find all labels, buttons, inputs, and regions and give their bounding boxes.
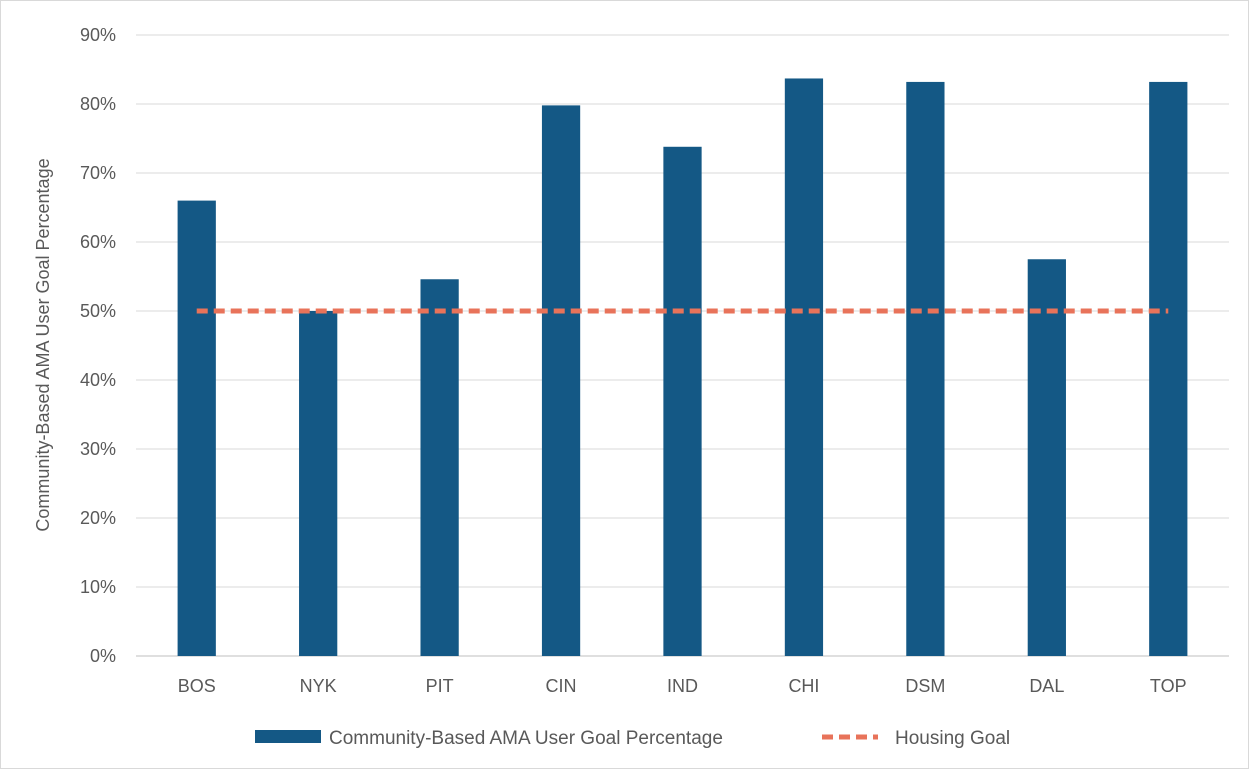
x-tick-label: TOP	[1150, 676, 1187, 696]
x-tick-label: IND	[667, 676, 698, 696]
bar-series	[177, 78, 1188, 657]
y-tick-label: 40%	[80, 370, 116, 390]
bar-dsm	[906, 81, 945, 657]
bar-ind	[663, 146, 702, 656]
y-tick-label: 0%	[90, 646, 116, 666]
x-tick-label: DAL	[1029, 676, 1064, 696]
y-tick-label: 60%	[80, 232, 116, 252]
y-axis-ticks: 0% 10% 20% 30% 40% 50% 60% 70% 80% 90%	[80, 25, 116, 666]
y-tick-label: 50%	[80, 301, 116, 321]
x-tick-label: CHI	[788, 676, 819, 696]
x-tick-label: CIN	[546, 676, 577, 696]
x-tick-label: NYK	[300, 676, 337, 696]
y-tick-label: 10%	[80, 577, 116, 597]
bar-cin	[541, 105, 581, 656]
y-tick-label: 70%	[80, 163, 116, 183]
y-tick-label: 30%	[80, 439, 116, 459]
legend: Community-Based AMA User Goal Percentage…	[255, 728, 1010, 749]
x-tick-label: BOS	[178, 676, 216, 696]
bar-top	[1149, 81, 1188, 657]
y-axis-title: Community-Based AMA User Goal Percentage	[33, 158, 53, 531]
legend-bar-swatch	[255, 730, 321, 743]
y-tick-label: 90%	[80, 25, 116, 45]
x-tick-label: PIT	[426, 676, 454, 696]
x-tick-label: DSM	[905, 676, 945, 696]
bar-dal	[1027, 259, 1066, 656]
y-tick-label: 80%	[80, 94, 116, 114]
bar-pit	[420, 279, 459, 656]
x-axis-ticks: BOS NYK PIT CIN IND CHI DSM DAL TOP	[178, 676, 1187, 696]
bar-nyk	[299, 311, 338, 656]
legend-line-label: Housing Goal	[895, 728, 1010, 749]
y-tick-label: 20%	[80, 508, 116, 528]
bar-chi	[784, 78, 824, 657]
bar-bos	[177, 200, 216, 656]
legend-bar-label: Community-Based AMA User Goal Percentage	[329, 728, 723, 749]
